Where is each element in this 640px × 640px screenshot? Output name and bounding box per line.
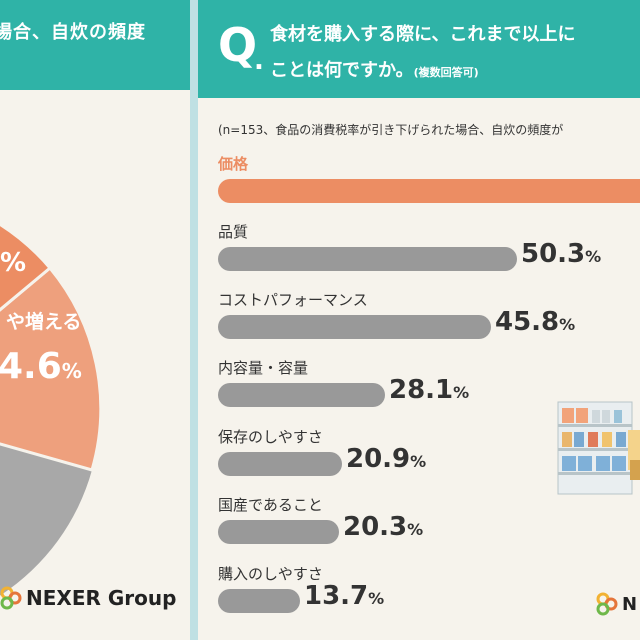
bar — [218, 383, 385, 407]
shelf-illustration — [557, 401, 640, 495]
question-line2: ことは何ですか。(複数回答可) — [270, 60, 479, 81]
question-header: Q . 食材を購入する際に、これまで以上に ことは何ですか。(複数回答可) — [198, 0, 640, 98]
pie-label-mid: や増える — [6, 311, 82, 333]
panel-divider — [190, 0, 198, 640]
bar-value-label: 20.9% — [346, 444, 426, 474]
bar-value-unit: % — [368, 589, 385, 608]
bar-value-number: 45.8 — [495, 307, 560, 337]
pie-slice-top — [0, 222, 53, 312]
bar-value-number: 20.9 — [346, 444, 411, 474]
bar-value-unit: % — [585, 247, 602, 266]
bar-label: コストパフォーマンス — [218, 291, 368, 309]
bar-value-label: 20.3% — [343, 512, 423, 542]
bar-label: 国産であること — [218, 496, 323, 514]
nexer-logo: NEXER Group — [0, 586, 176, 610]
question-line1: 食材を購入する際に、これまで以上に — [270, 24, 576, 45]
q-mark: Q — [218, 18, 258, 72]
pie-label-top: % — [0, 248, 27, 278]
bar — [218, 315, 491, 339]
right-panel: Q . 食材を購入する際に、これまで以上に ことは何ですか。(複数回答可) (n… — [198, 0, 640, 640]
pie-label-value: 4.6% — [0, 346, 82, 387]
q-dot: . — [254, 46, 264, 76]
bar-value-number: 50.3 — [521, 239, 586, 269]
nexer-logo-icon — [0, 586, 22, 610]
bar-value-unit: % — [407, 520, 424, 539]
bar-value-label: 13.7% — [304, 581, 384, 611]
nexer-logo-right-icon — [596, 592, 618, 616]
bar — [218, 179, 640, 203]
bar-value-unit: % — [410, 452, 427, 471]
left-panel: 場合、自炊の頻度 % や増える 4.6% NEXER Group — [0, 0, 190, 640]
left-header-text: 場合、自炊の頻度 — [0, 22, 146, 43]
bar — [218, 452, 342, 476]
bar-value-number: 13.7 — [304, 581, 369, 611]
bar — [218, 589, 300, 613]
left-header: 場合、自炊の頻度 — [0, 0, 190, 90]
bar-value-number: 28.1 — [389, 375, 454, 405]
bar — [218, 520, 339, 544]
bar-value-label: 50.3% — [521, 239, 601, 269]
pie-chart — [0, 222, 100, 596]
nexer-logo-right: N — [596, 592, 637, 616]
bar-value-number: 20.3 — [343, 512, 408, 542]
bar — [218, 247, 517, 271]
pie-slice-mid — [0, 265, 100, 472]
bar-value-unit: % — [453, 383, 470, 402]
bar-value-label: 45.8% — [495, 307, 575, 337]
bar-label: 内容量・容量 — [218, 359, 309, 377]
bar-value-unit: % — [559, 315, 576, 334]
bar-label: 購入のしやすさ — [218, 565, 323, 583]
pie-slice-gray — [0, 443, 92, 596]
sample-note: (n=153、食品の消費税率が引き下げられた場合、自炊の頻度が — [218, 123, 564, 137]
question-note: (複数回答可) — [413, 66, 479, 79]
bar-label: 品質 — [218, 223, 249, 241]
bar-value-label: 28.1% — [389, 375, 469, 405]
bar-label: 価格 — [218, 155, 249, 173]
nexer-logo-text: NEXER Group — [26, 586, 177, 610]
nexer-logo-right-text: N — [622, 593, 638, 615]
bar-label: 保存のしやすさ — [218, 428, 323, 446]
